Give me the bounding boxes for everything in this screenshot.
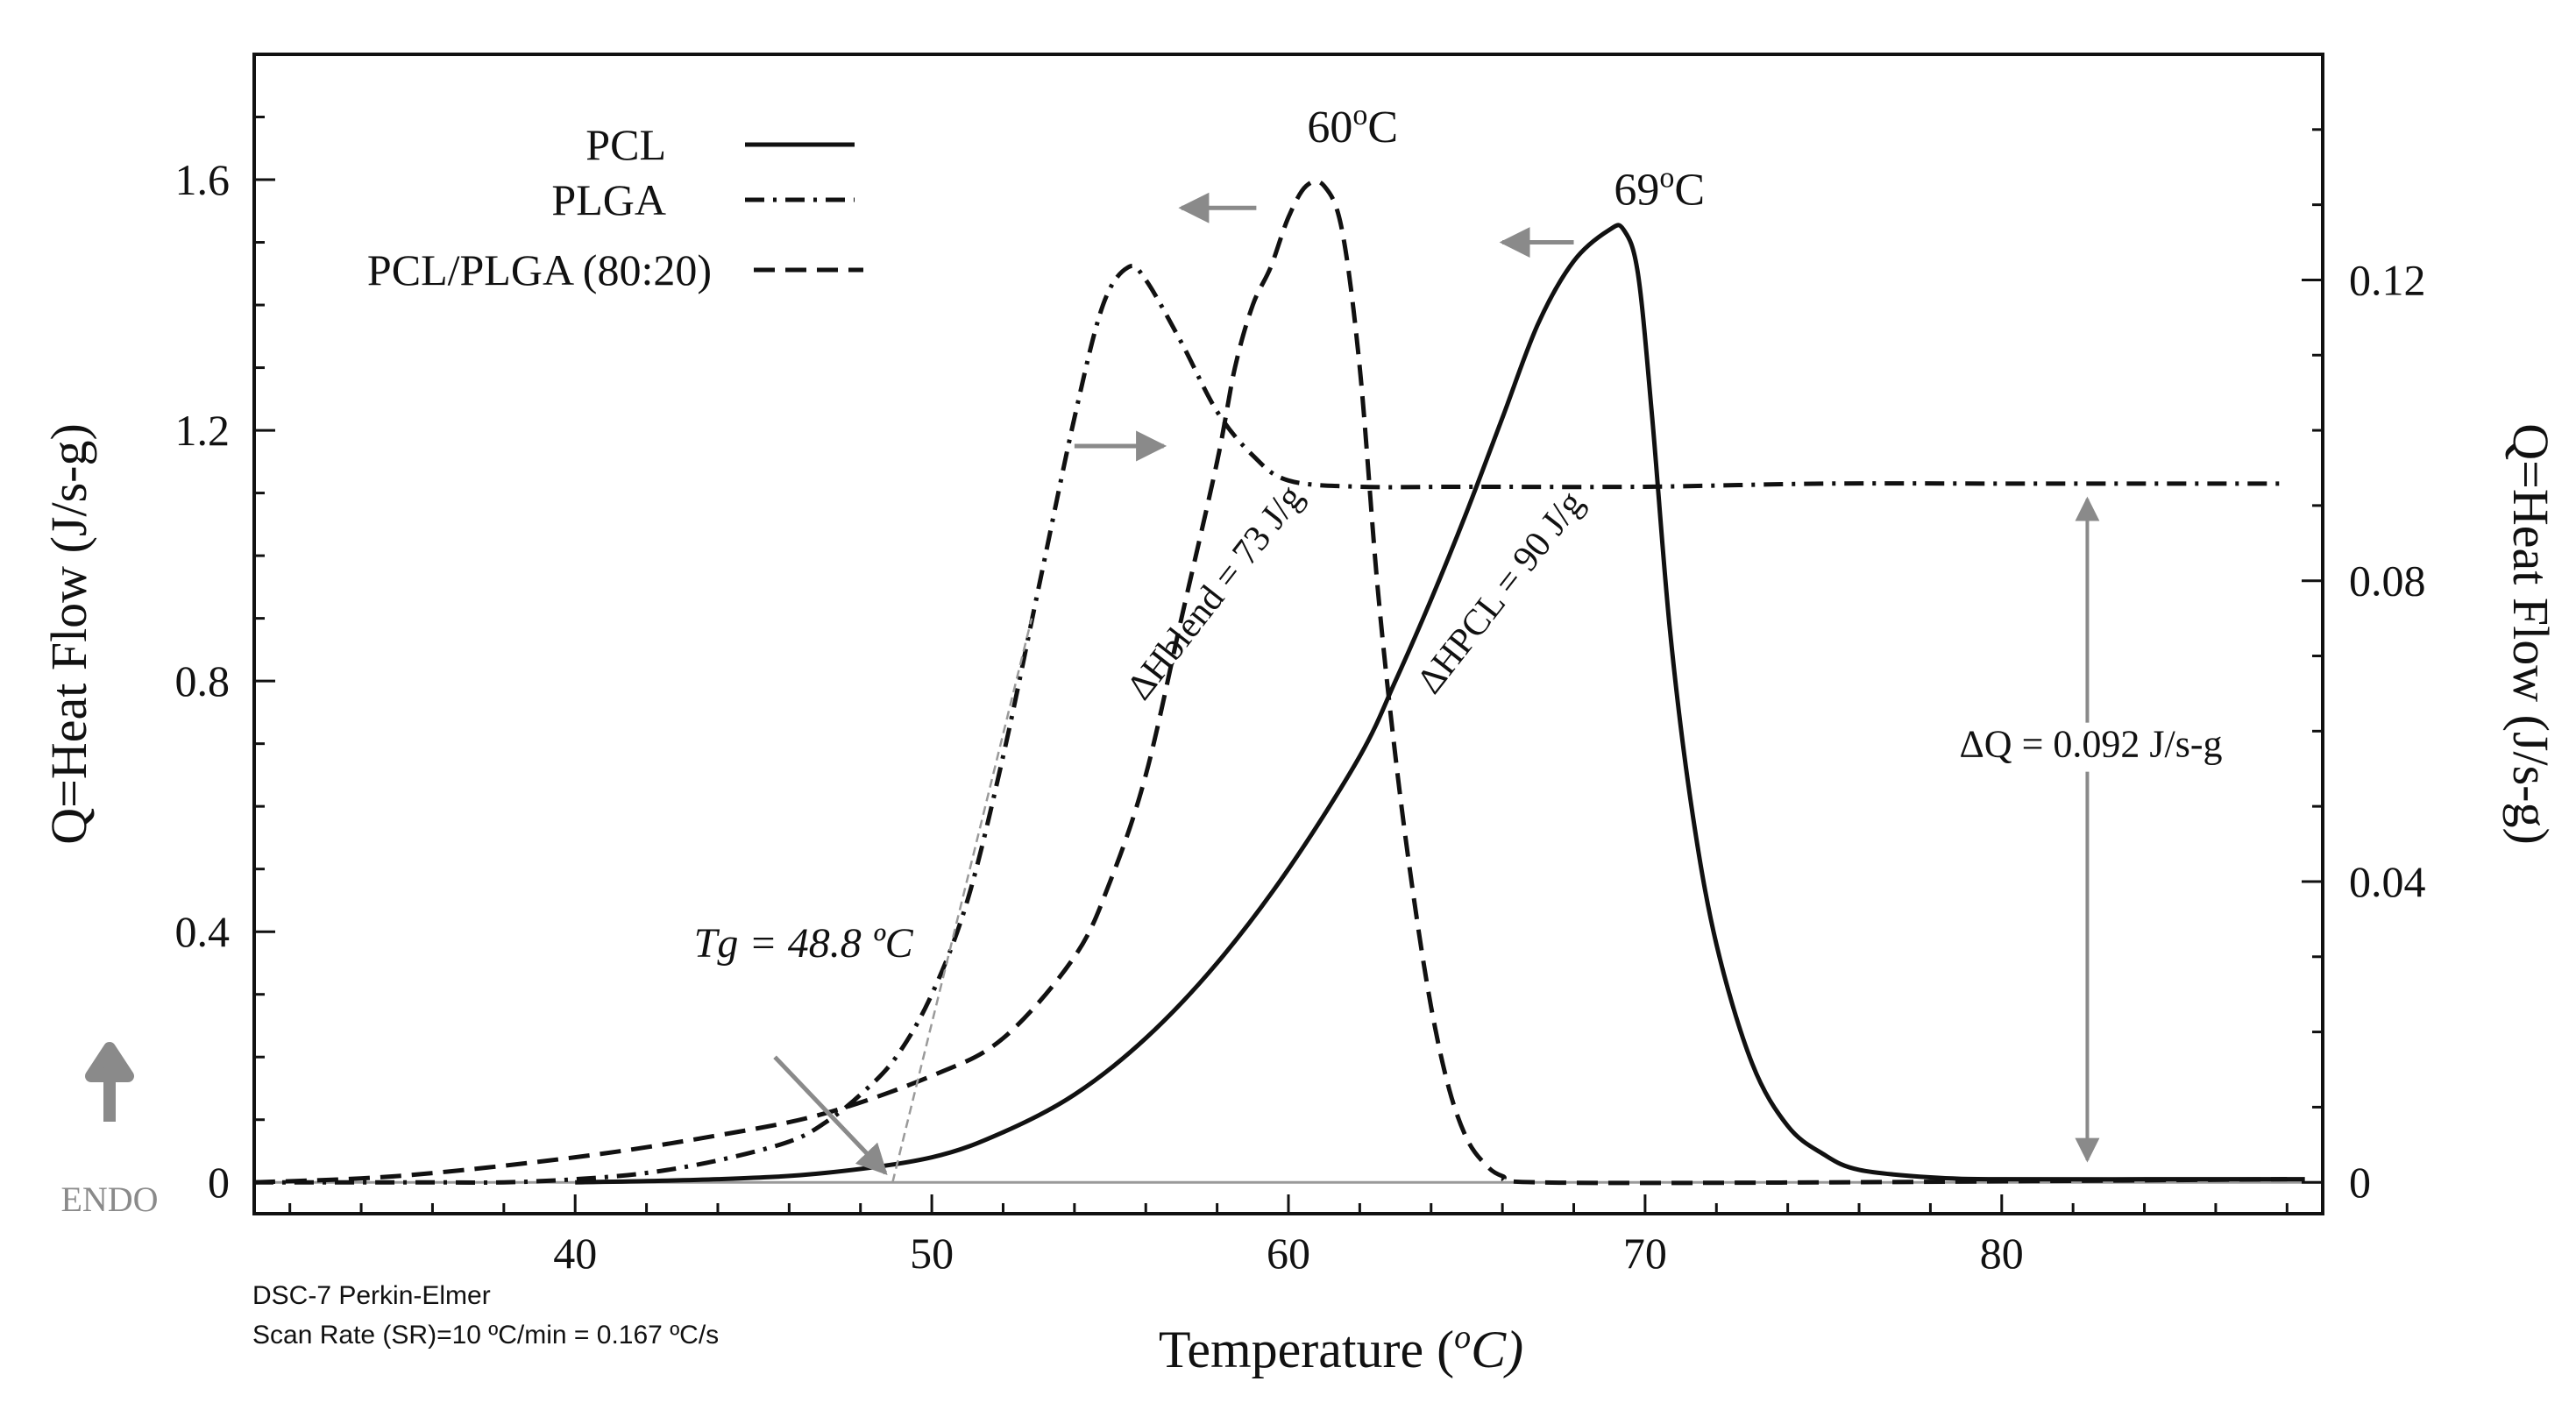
legend-label: PLGA — [551, 175, 666, 224]
peak-temp-label: 60oC — [1307, 99, 1398, 152]
x-tick-label: 50 — [910, 1229, 954, 1278]
y-left-tick-label: 0.8 — [175, 656, 231, 705]
series-line-solid — [575, 223, 2305, 1185]
delta-h-blend-label: ΔHblend = 73 J/g — [1119, 478, 1311, 707]
x-axis-title: Temperature (oC) — [1159, 1319, 1523, 1378]
endo-label: ENDO — [60, 1180, 158, 1219]
delta-q-label-bg — [1937, 722, 2245, 772]
series-line-dashed — [253, 179, 2288, 1186]
y-right-tick-label: 0.04 — [2349, 857, 2426, 906]
delta-q-label: ΔQ = 0.092 J/s-g — [1960, 723, 2223, 766]
y-left-tick-label: 0.4 — [175, 907, 231, 956]
y-left-tick-label: 0 — [208, 1158, 230, 1207]
x-tick-label: 40 — [553, 1229, 597, 1278]
y-left-tick-label: 1.6 — [175, 155, 231, 204]
y-axis-right-title: Q=Heat Flow (J/s-g) — [2502, 423, 2559, 845]
tg-label: Tg = 48.8 ºC — [694, 920, 914, 967]
endo-arrow-icon — [85, 1042, 134, 1122]
instrument-footnote: DSC-7 Perkin-Elmer — [252, 1281, 491, 1310]
plot-frame — [252, 53, 2324, 1215]
tg-tangent-line — [891, 618, 1033, 1183]
series-layer — [253, 179, 2305, 1186]
legend-label: PCL — [585, 120, 666, 169]
scan-rate-footnote: Scan Rate (SR)=10 ºC/min = 0.167 ºC/s — [252, 1321, 719, 1350]
peak-temp-label: 69oC — [1614, 162, 1705, 216]
series-line-dashdot — [254, 263, 2288, 1186]
x-tick-label: 80 — [1980, 1229, 2024, 1278]
legend-label: PCL/PLGA (80:20) — [367, 245, 712, 294]
y-right-tick-label: 0 — [2349, 1158, 2371, 1207]
axis-layer: 40 50 60 70 80 0 0.4 0.8 1.2 1.6 0 0.04 0.08 0.12 — [175, 116, 2426, 1278]
y-right-tick-label: 0.08 — [2349, 556, 2426, 606]
x-tick-label: 60 — [1267, 1229, 1310, 1278]
tg-pointer-arrow — [773, 1055, 888, 1176]
legend: PCL PLGA PCL/PLGA (80:20) — [367, 120, 863, 294]
x-tick-label: 70 — [1623, 1229, 1667, 1278]
endo-indicator: ENDO — [60, 1042, 159, 1219]
y-right-tick-label: 0.12 — [2349, 255, 2426, 304]
delta-h-pcl-label: ΔHPCL = 90 J/g — [1409, 484, 1592, 701]
y-left-tick-label: 1.2 — [175, 406, 231, 455]
y-axis-left-title: Q=Heat Flow (J/s-g) — [40, 423, 97, 845]
annotation-layer: Tg = 48.8 ºC 60oC 69oC ΔHblend = 73 J/g ΔHPC… — [694, 99, 2245, 1183]
